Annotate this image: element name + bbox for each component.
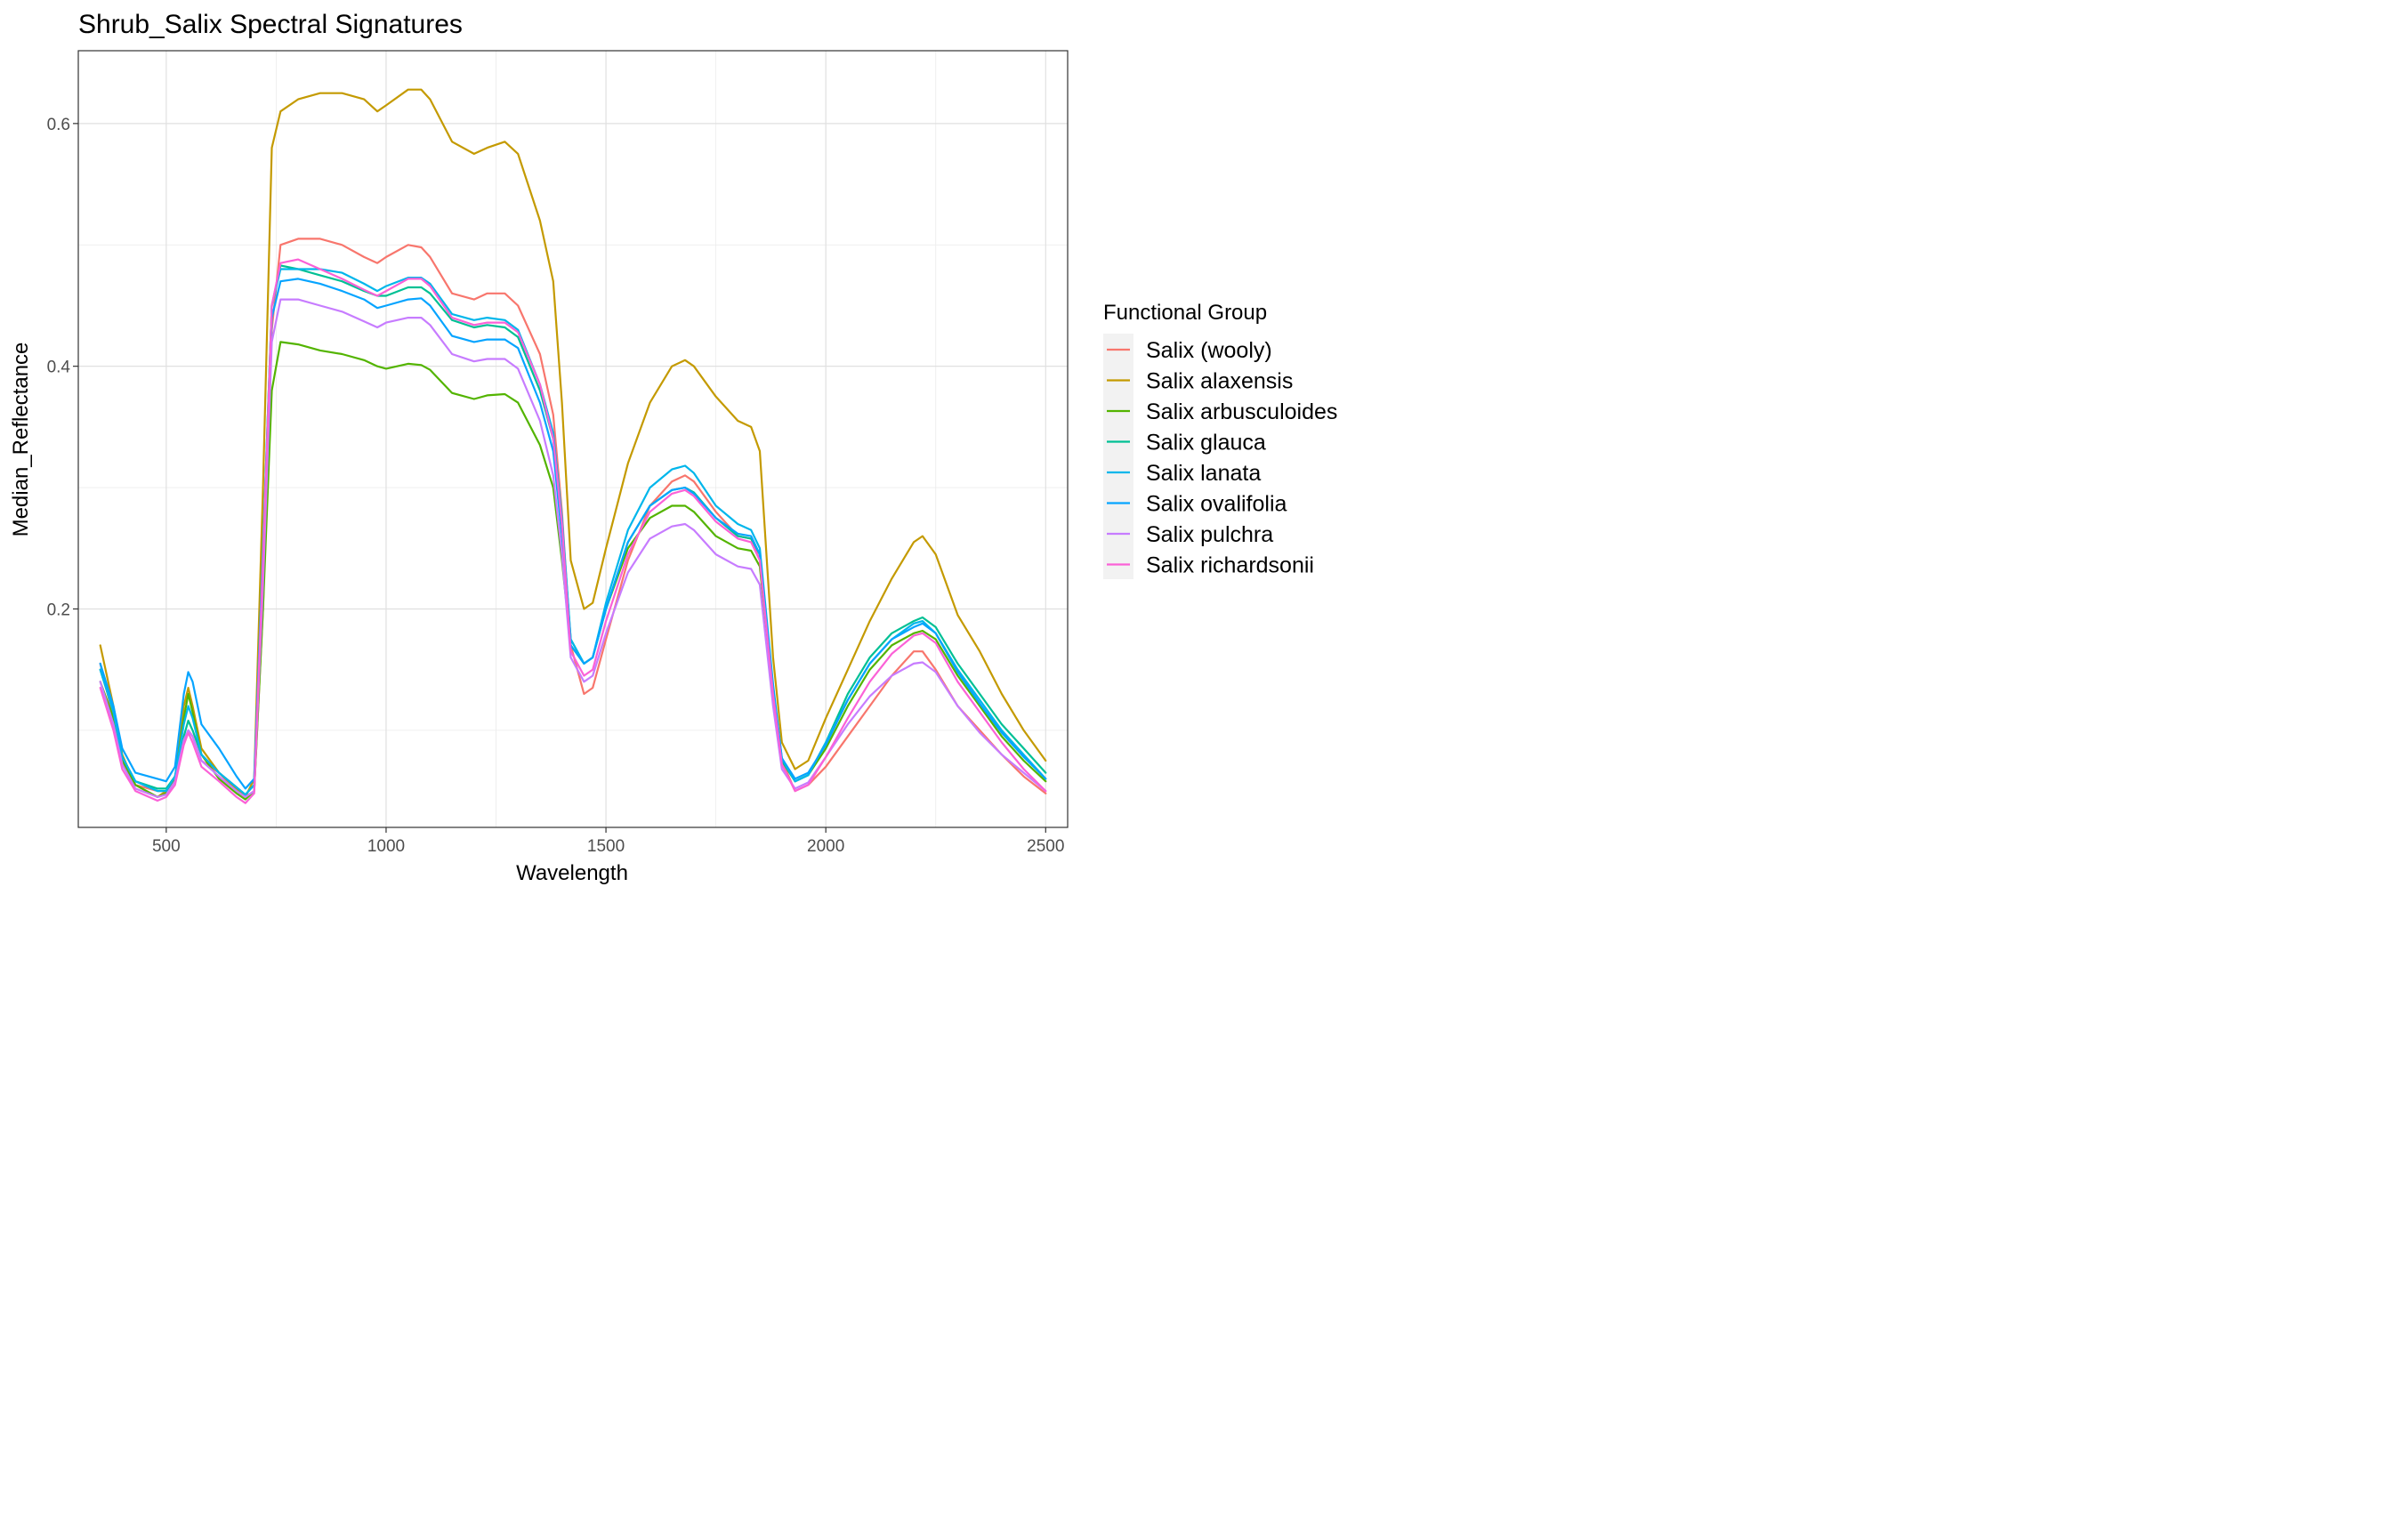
series-line-salix-richardsonii xyxy=(99,258,1047,804)
series-line-salix-alaxensis xyxy=(99,88,1047,799)
legend-label-salix-ovalifolia: Salix ovalifolia xyxy=(1146,492,1287,517)
series-line-salix-pulchra xyxy=(99,298,1047,799)
series-line-salix-ovalifolia xyxy=(99,278,1047,790)
legend-label-salix-wooly: Salix (wooly) xyxy=(1146,338,1272,363)
x-tick-label: 1000 xyxy=(367,837,405,856)
y-tick-label: 0.6 xyxy=(47,116,70,134)
y-axis-title: Median_Reflectance xyxy=(9,343,33,537)
spectral-chart: Shrub_Salix Spectral Signatures 500 1000 1… xyxy=(0,0,1373,890)
legend-label-salix-pulchra: Salix pulchra xyxy=(1146,522,1273,547)
plot-panel xyxy=(77,50,1069,828)
legend-title: Functional Group xyxy=(1103,301,1267,325)
x-tick-label: 2000 xyxy=(807,837,844,856)
legend: Functional Group Salix (wooly) Salix alax… xyxy=(1103,301,1337,579)
y-axis: 0.2 0.4 0.6 xyxy=(47,116,78,619)
x-tick-label: 2500 xyxy=(1027,837,1064,856)
series-lines xyxy=(99,88,1047,804)
legend-label-salix-glauca: Salix glauca xyxy=(1146,431,1266,456)
y-tick-label: 0.4 xyxy=(47,359,71,377)
legend-label-salix-richardsonii: Salix richardsonii xyxy=(1146,553,1314,578)
x-axis: 500 1000 1500 2000 2500 xyxy=(152,827,1064,856)
x-axis-title: Wavelength xyxy=(516,861,628,885)
x-tick-label: 500 xyxy=(152,837,181,856)
x-tick-label: 1500 xyxy=(587,837,625,856)
panel-border xyxy=(77,50,1069,828)
panel-background xyxy=(78,51,1068,827)
legend-label-salix-alaxensis: Salix alaxensis xyxy=(1146,369,1293,394)
grid-lines xyxy=(78,51,1068,827)
chart-title: Shrub_Salix Spectral Signatures xyxy=(78,10,463,39)
legend-key-background xyxy=(1103,334,1133,579)
legend-items: Salix (wooly) Salix alaxensis Salix arbusc… xyxy=(1107,338,1337,578)
legend-label-salix-arbusculoides: Salix arbusculoides xyxy=(1146,399,1337,424)
y-tick-label: 0.2 xyxy=(47,601,70,619)
series-line-salix-arbusculoides xyxy=(99,341,1047,801)
legend-label-salix-lanata: Salix lanata xyxy=(1146,461,1261,486)
